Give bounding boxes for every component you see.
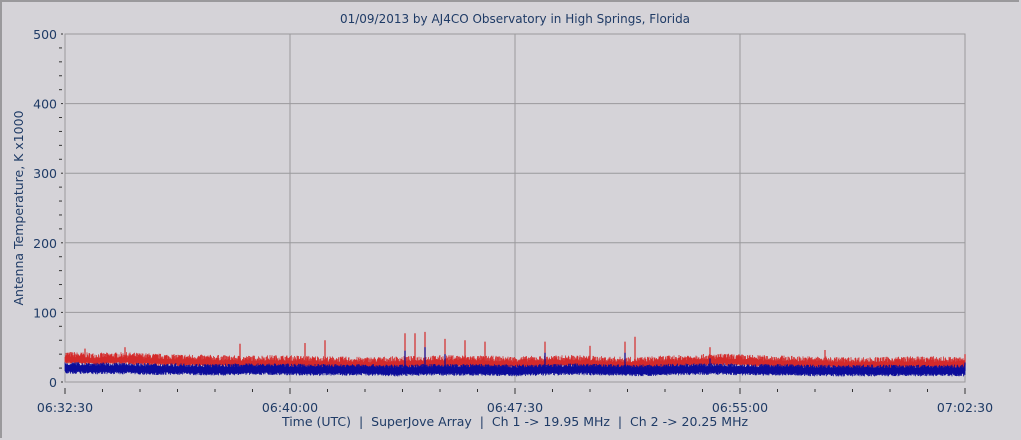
x-tick-label: 06:47:30 <box>487 400 543 415</box>
series-line <box>64 362 966 377</box>
chart-title: 01/09/2013 by AJ4CO Observatory in High … <box>340 12 690 26</box>
y-tick-label: 500 <box>33 27 57 42</box>
y-tick-label: 200 <box>33 236 57 251</box>
y-tick-label: 100 <box>33 305 57 320</box>
y-tick-label: 300 <box>33 166 57 181</box>
y-tick-label: 0 <box>49 375 57 390</box>
series-group <box>64 331 966 377</box>
x-tick-label: 06:55:00 <box>712 400 768 415</box>
x-tick-label: 07:02:30 <box>937 400 993 415</box>
grid <box>65 34 965 382</box>
x-tick-label: 06:32:30 <box>37 400 93 415</box>
x-axis-label: Time (UTC) | SuperJove Array | Ch 1 -> 1… <box>281 414 749 429</box>
axes: 0 100 200 300 400 500 06:32:30 06:40:00 06:47:30… <box>33 27 993 415</box>
y-tick-label: 400 <box>33 97 57 112</box>
y-axis-label: Antenna Temperature, K x1000 <box>11 110 26 305</box>
x-tick-label: 06:40:00 <box>262 400 318 415</box>
series-2 <box>64 347 966 377</box>
